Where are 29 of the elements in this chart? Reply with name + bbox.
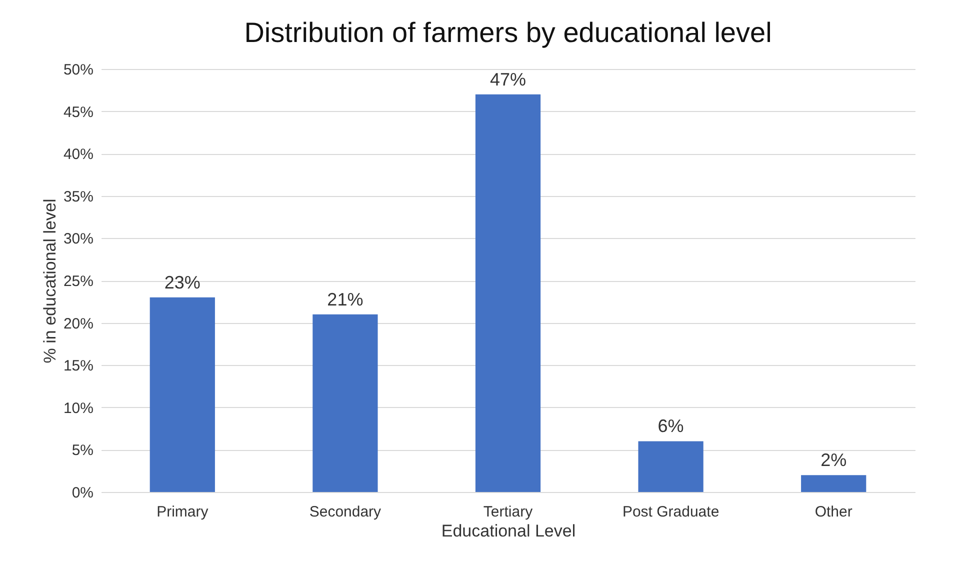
y-tick-label: 30% [63,230,94,248]
y-tick-label: 20% [63,315,94,332]
y-tick-label: 25% [63,273,94,290]
x-tick-label: Secondary [309,504,382,520]
bar [150,297,215,492]
y-tick-label: 50% [63,62,94,78]
x-tick-label: Tertiary [483,504,534,520]
chart-title: Distribution of farmers by educational level [244,17,772,48]
y-tick-label: 35% [63,188,94,206]
data-label: 23% [164,272,200,292]
y-tick-label: 40% [63,146,94,164]
data-label: 6% [658,416,684,436]
y-axis-title: % in educational level [40,198,60,364]
data-label: 2% [820,450,847,470]
data-label: 21% [327,289,364,310]
x-tick-label: Other [814,504,852,520]
bar [638,441,704,492]
bar [312,314,378,492]
y-tick-label: 15% [63,358,94,375]
data-label: 47% [490,69,526,90]
bar [801,475,866,492]
y-tick-label: 5% [72,442,94,460]
x-tick-label: Post Graduate [622,504,720,520]
y-tick-label: 0% [72,484,94,502]
x-axis-title: Educational Level [441,522,576,540]
y-tick-label: 10% [63,400,94,417]
x-tick-label: Primary [156,504,209,520]
y-tick-label: 45% [63,104,94,121]
bar [475,94,541,492]
